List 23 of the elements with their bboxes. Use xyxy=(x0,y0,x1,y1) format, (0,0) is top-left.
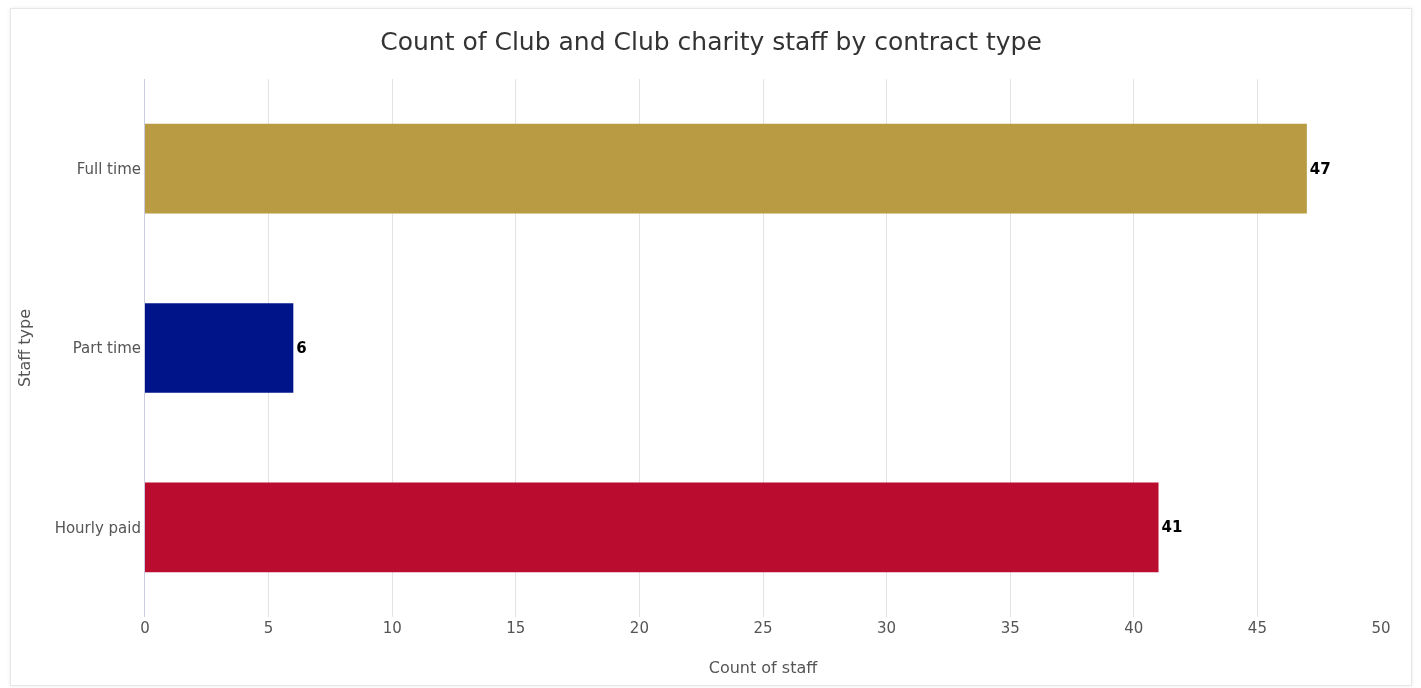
data-label: 41 xyxy=(1161,518,1183,537)
x-axis-title: Count of staff xyxy=(708,657,819,677)
bar xyxy=(145,123,1307,214)
y-tick-label: Full time xyxy=(76,159,141,178)
x-tick-label: 45 xyxy=(1247,619,1267,637)
x-tick-label: 50 xyxy=(1371,619,1391,637)
x-tick-label: 10 xyxy=(382,619,402,637)
x-tick-label: 35 xyxy=(1000,619,1020,637)
bar xyxy=(145,482,1159,573)
y-tick-label: Part time xyxy=(72,339,141,358)
data-label: 47 xyxy=(1309,159,1331,178)
bar xyxy=(145,303,294,393)
x-tick-label: 30 xyxy=(877,619,897,637)
x-tick-label: 40 xyxy=(1124,619,1144,637)
y-axis-title: Staff type xyxy=(14,308,34,388)
y-tick-label: Hourly paid xyxy=(54,518,141,537)
x-tick-label: 5 xyxy=(263,619,274,637)
x-tick-label: 0 xyxy=(140,619,150,637)
x-tick-label: 25 xyxy=(753,619,773,637)
data-label: 6 xyxy=(296,339,307,357)
x-tick-label: 20 xyxy=(629,619,649,637)
chart-title: Count of Club and Club charity staff by contract type xyxy=(380,27,1042,57)
x-tick-label: 15 xyxy=(506,619,526,637)
